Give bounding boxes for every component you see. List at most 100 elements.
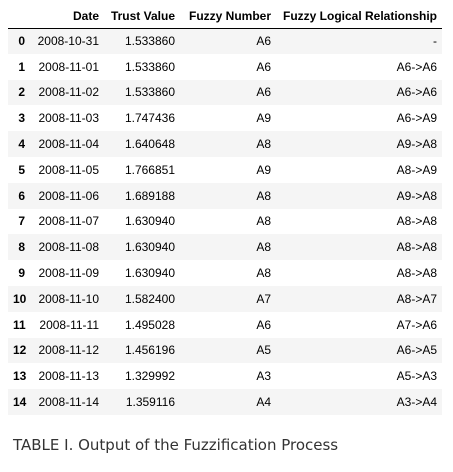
- cell-fuzzy-logical-relationship: A7->A6: [396, 317, 437, 332]
- cell-date: 2008-11-14: [38, 395, 100, 410]
- cell-trust-value: 1.640648: [124, 137, 175, 152]
- dataframe-container: Date Trust Value Fuzzy Number Fuzzy Logi…: [8, 4, 442, 415]
- row-index: 5: [18, 162, 25, 177]
- table-caption: TABLE I. Output of the Fuzzification Pro…: [13, 436, 339, 454]
- cell-trust-value: 1.766851: [124, 162, 175, 177]
- table-row: 3 2008-11-03 1.747436 A9 A6->A9: [8, 105, 442, 132]
- cell-fuzzy-logical-relationship: A8->A9: [396, 162, 437, 177]
- table-row: 10 2008-11-10 1.582400 A7 A8->A7: [8, 285, 442, 312]
- cell-trust-value: 1.747436: [124, 111, 175, 126]
- header-trust-value: Trust Value: [104, 4, 180, 29]
- cell-fuzzy-logical-relationship: A8->A7: [396, 291, 437, 306]
- cell-date: 2008-11-07: [38, 214, 100, 229]
- cell-fuzzy-number: A6: [256, 85, 271, 100]
- table-row: 6 2008-11-06 1.689188 A8 A9->A8: [8, 182, 442, 209]
- cell-date: 2008-11-01: [38, 59, 100, 74]
- cell-trust-value: 1.495028: [124, 317, 175, 332]
- cell-trust-value: 1.689188: [124, 188, 175, 203]
- row-index: 3: [18, 111, 25, 126]
- row-index: 2: [18, 85, 25, 100]
- cell-fuzzy-logical-relationship: A8->A8: [396, 214, 437, 229]
- cell-trust-value: 1.582400: [124, 291, 175, 306]
- table-row: 4 2008-11-04 1.640648 A8 A9->A8: [8, 131, 442, 157]
- table-row: 9 2008-11-09 1.630940 A8 A8->A8: [8, 260, 442, 286]
- cell-date: 2008-11-02: [38, 85, 100, 100]
- cell-fuzzy-number: A6: [256, 59, 271, 74]
- cell-trust-value: 1.533860: [124, 59, 175, 74]
- header-index: [8, 4, 30, 29]
- table-header: Date Trust Value Fuzzy Number Fuzzy Logi…: [8, 4, 442, 29]
- cell-date: 2008-11-11: [39, 317, 99, 332]
- table-row: 1 2008-11-01 1.533860 A6 A6->A6: [8, 53, 442, 80]
- cell-date: 2008-11-03: [38, 111, 100, 126]
- table-row: 8 2008-11-08 1.630940 A8 A8->A8: [8, 234, 442, 261]
- header-row: Date Trust Value Fuzzy Number Fuzzy Logi…: [8, 4, 442, 29]
- row-index: 8: [18, 240, 25, 255]
- cell-fuzzy-number: A8: [256, 137, 271, 152]
- cell-fuzzy-number: A7: [256, 291, 271, 306]
- cell-fuzzy-number: A6: [256, 317, 271, 332]
- row-index: 11: [13, 317, 26, 332]
- table-row: 5 2008-11-05 1.766851 A9 A8->A9: [8, 156, 442, 183]
- cell-trust-value: 1.533860: [124, 34, 175, 49]
- table-row: 7 2008-11-07 1.630940 A8 A8->A8: [8, 208, 442, 235]
- table-row: 0 2008-10-31 1.533860 A6 -: [8, 28, 442, 54]
- row-index: 13: [13, 369, 27, 384]
- cell-fuzzy-logical-relationship: A6->A5: [396, 343, 437, 358]
- table-row: 2 2008-11-02 1.533860 A6 A6->A6: [8, 79, 442, 106]
- cell-date: 2008-11-05: [38, 162, 100, 177]
- header-fuzzy-number: Fuzzy Number: [180, 4, 276, 29]
- cell-fuzzy-logical-relationship: A6->A9: [396, 111, 437, 126]
- cell-date: 2008-11-08: [38, 240, 100, 255]
- table-row: 11 2008-11-11 1.495028 A6 A7->A6: [8, 311, 442, 338]
- cell-fuzzy-number: A3: [256, 369, 271, 384]
- cell-trust-value: 1.456196: [124, 343, 175, 358]
- cell-trust-value: 1.630940: [124, 266, 175, 281]
- cell-trust-value: 1.329992: [124, 369, 175, 384]
- table-row: 14 2008-11-14 1.359116 A4 A3->A4: [8, 389, 442, 415]
- cell-fuzzy-number: A8: [256, 240, 271, 255]
- cell-fuzzy-logical-relationship: A8->A8: [396, 240, 437, 255]
- cell-trust-value: 1.630940: [124, 240, 175, 255]
- row-index: 10: [13, 291, 27, 306]
- cell-fuzzy-logical-relationship: A3->A4: [396, 395, 437, 410]
- cell-trust-value: 1.533860: [124, 85, 175, 100]
- row-index: 9: [18, 266, 25, 281]
- table-body: 0 2008-10-31 1.533860 A6 - 1 2008-11-01 1.53386…: [8, 28, 442, 415]
- header-date: Date: [30, 4, 104, 29]
- cell-date: 2008-11-04: [38, 137, 100, 152]
- cell-fuzzy-number: A4: [256, 395, 271, 410]
- fuzzification-table: Date Trust Value Fuzzy Number Fuzzy Logi…: [8, 4, 442, 415]
- table-row: 13 2008-11-13 1.329992 A3 A5->A3: [8, 363, 442, 390]
- cell-fuzzy-logical-relationship: A9->A8: [396, 137, 437, 152]
- cell-date: 2008-11-13: [38, 369, 100, 384]
- cell-date: 2008-10-31: [37, 34, 99, 49]
- table-row: 12 2008-11-12 1.456196 A5 A6->A5: [8, 337, 442, 364]
- row-index: 14: [13, 395, 27, 410]
- cell-fuzzy-number: A5: [256, 343, 271, 358]
- row-index: 0: [18, 34, 25, 49]
- cell-fuzzy-logical-relationship: A6->A6: [396, 85, 437, 100]
- row-index: 6: [18, 188, 25, 203]
- row-index: 7: [18, 214, 25, 229]
- row-index: 4: [18, 137, 25, 152]
- cell-fuzzy-logical-relationship: -: [433, 34, 437, 49]
- cell-fuzzy-number: A9: [256, 111, 271, 126]
- cell-date: 2008-11-09: [38, 266, 100, 281]
- cell-fuzzy-number: A9: [256, 162, 271, 177]
- cell-fuzzy-number: A8: [256, 266, 271, 281]
- cell-fuzzy-logical-relationship: A6->A6: [396, 59, 437, 74]
- header-fuzzy-logical-relationship: Fuzzy Logical Relationship: [276, 4, 442, 29]
- cell-fuzzy-number: A6: [256, 34, 271, 49]
- cell-date: 2008-11-12: [38, 343, 100, 358]
- cell-fuzzy-number: A8: [256, 188, 271, 203]
- cell-trust-value: 1.359116: [125, 395, 175, 410]
- cell-fuzzy-logical-relationship: A9->A8: [396, 188, 437, 203]
- cell-fuzzy-logical-relationship: A8->A8: [396, 266, 437, 281]
- cell-fuzzy-logical-relationship: A5->A3: [396, 369, 437, 384]
- cell-fuzzy-number: A8: [256, 214, 271, 229]
- row-index: 12: [13, 343, 27, 358]
- cell-trust-value: 1.630940: [124, 214, 175, 229]
- cell-date: 2008-11-06: [38, 188, 100, 203]
- row-index: 1: [18, 59, 25, 74]
